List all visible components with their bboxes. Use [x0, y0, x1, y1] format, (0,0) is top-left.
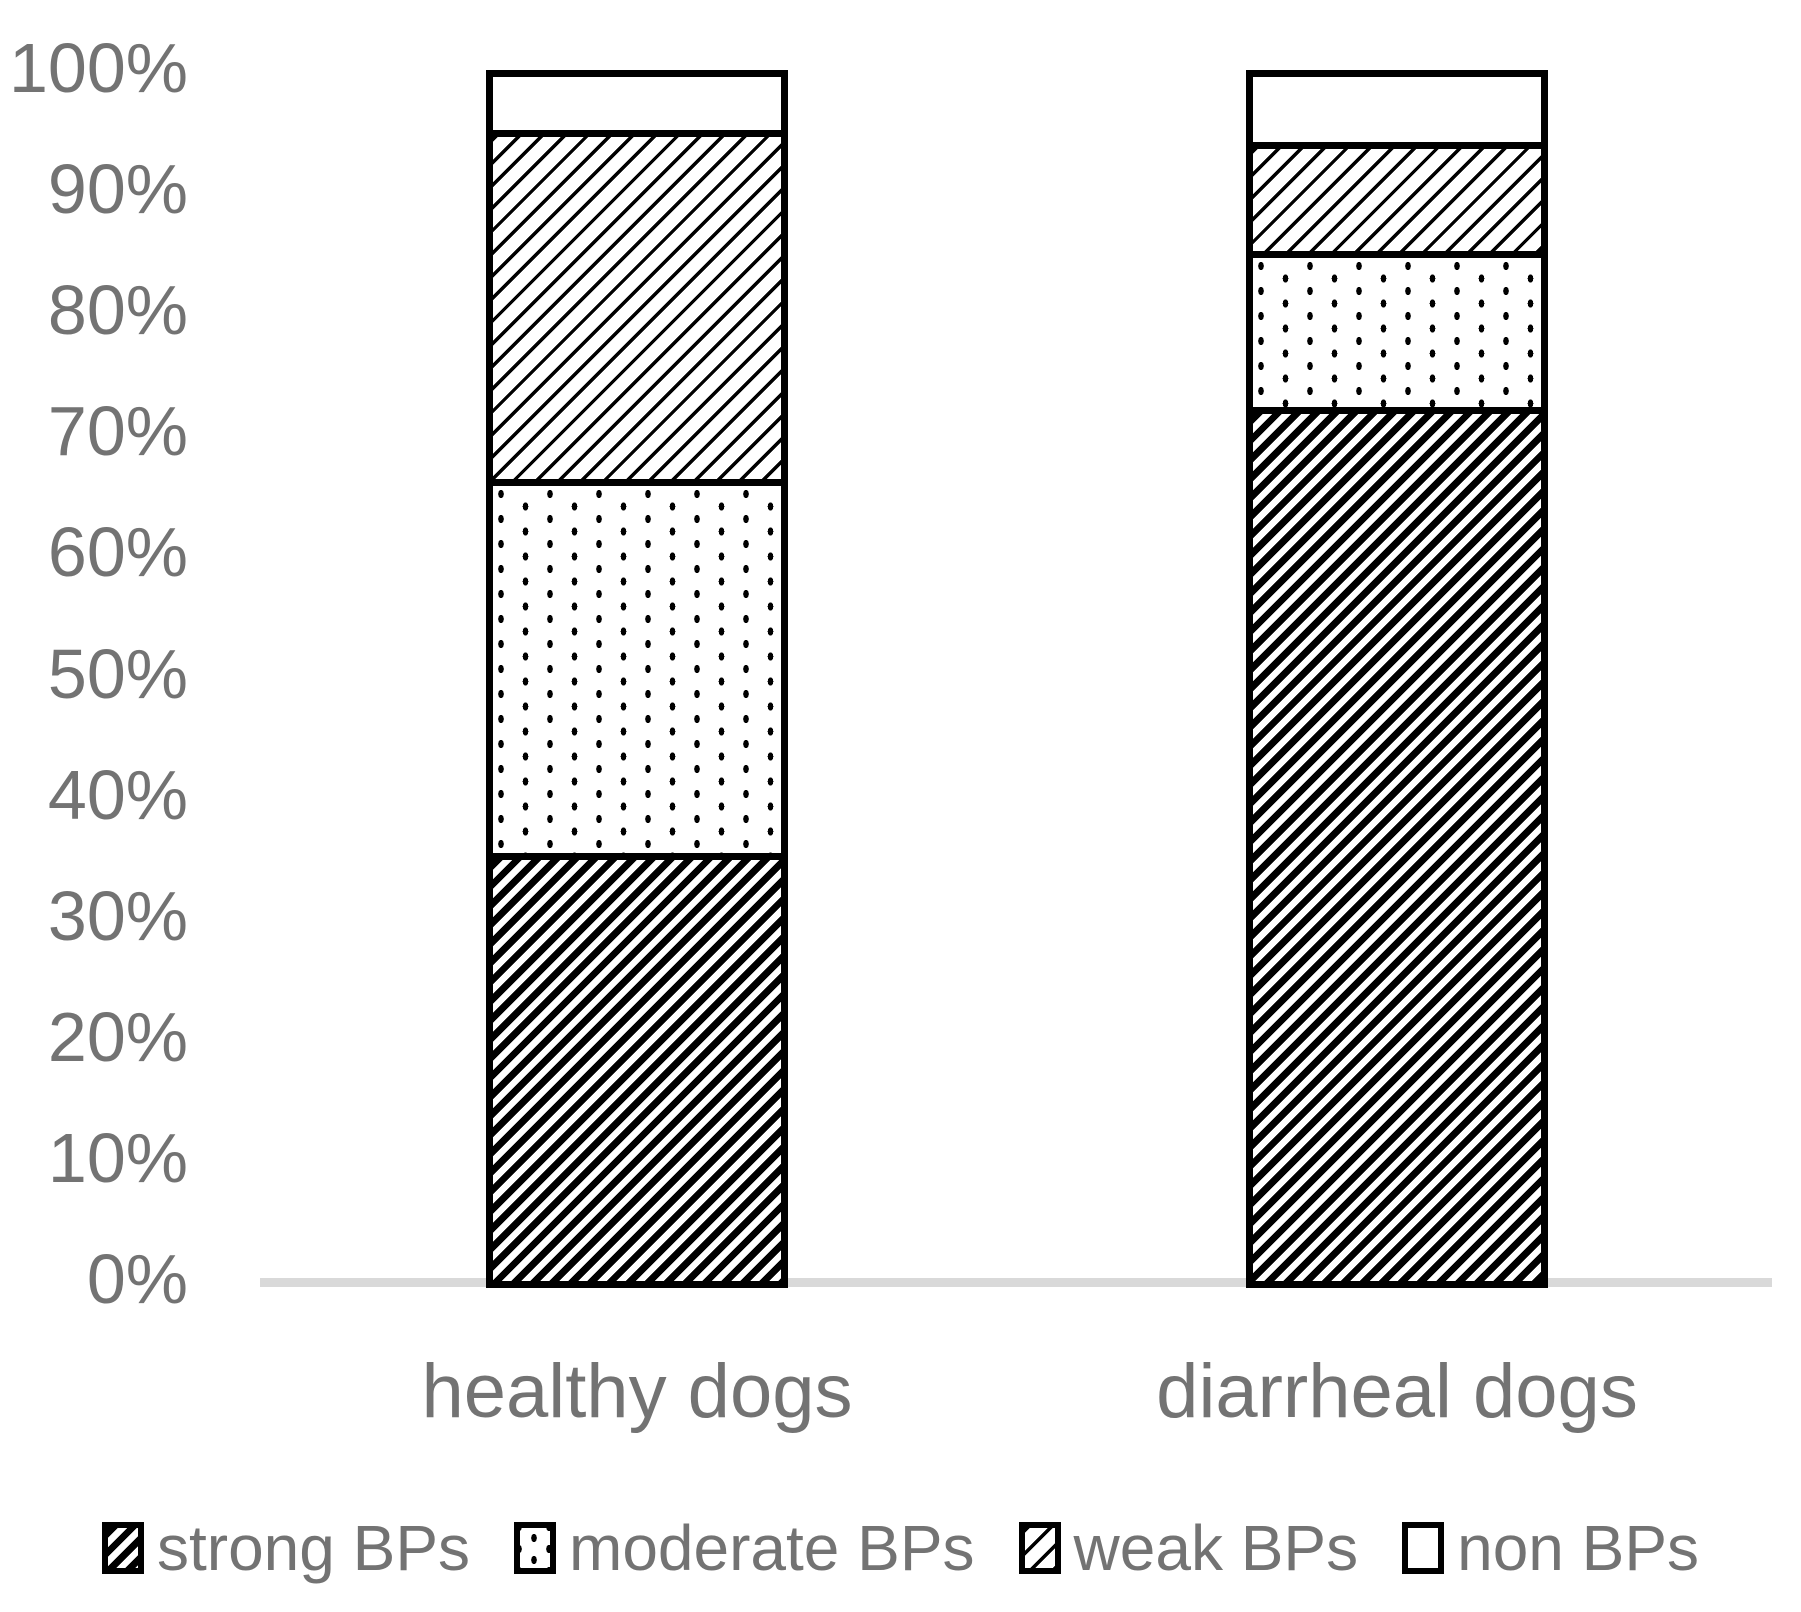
segment-strong-BPs [493, 859, 781, 1281]
y-axis-label: 20% [47, 997, 188, 1076]
legend-label: weak BPs [1073, 1512, 1359, 1584]
legend-swatch-plain-white [1402, 1522, 1445, 1574]
legend-item-weak-BPs: weak BPs [1018, 1512, 1359, 1584]
legend-swatch-light-diagonal-hatch [1018, 1522, 1061, 1574]
legend-swatch-dense-diagonal-hatch [101, 1522, 144, 1574]
legend-label: non BPs [1457, 1512, 1700, 1584]
segment-non-BPs [1253, 77, 1541, 150]
legend-item-non-BPs: non BPs [1402, 1516, 1699, 1580]
y-axis-label: 50% [47, 634, 188, 713]
y-axis-label: 60% [47, 513, 188, 592]
segment-non-BPs [493, 77, 781, 138]
bar-diarrheal-dogs [1246, 70, 1548, 1288]
category-label: healthy dogs [421, 1349, 853, 1434]
segment-weak-BPs [1253, 149, 1541, 258]
y-axis-label: 70% [47, 392, 188, 471]
segment-weak-BPs [493, 137, 781, 487]
legend: strong BPs moderate BPs weak BPs non BPs [0, 1516, 1801, 1580]
segment-moderate-BPs [1253, 257, 1541, 415]
segment-strong-BPs [1253, 414, 1541, 1281]
y-axis-label: 100% [8, 29, 188, 107]
segment-moderate-BPs [493, 486, 781, 860]
y-axis-label: 10% [47, 1118, 188, 1197]
category-label: diarrheal dogs [1156, 1349, 1638, 1434]
y-axis-label: 90% [47, 150, 188, 229]
y-axis-label: 80% [47, 271, 188, 350]
bar-healthy-dogs [486, 70, 788, 1288]
y-axis-label: 30% [47, 876, 188, 955]
legend-item-moderate-BPs: moderate BPs [514, 1516, 975, 1580]
legend-label: strong BPs [156, 1512, 470, 1584]
legend-item-strong-BPs: strong BPs [101, 1512, 470, 1584]
x-axis-line [260, 1278, 1772, 1287]
y-axis-label: 0% [86, 1240, 188, 1318]
legend-swatch-sparse-dots [514, 1522, 556, 1574]
y-axis-label: 40% [47, 755, 188, 834]
legend-label: moderate BPs [569, 1512, 975, 1584]
